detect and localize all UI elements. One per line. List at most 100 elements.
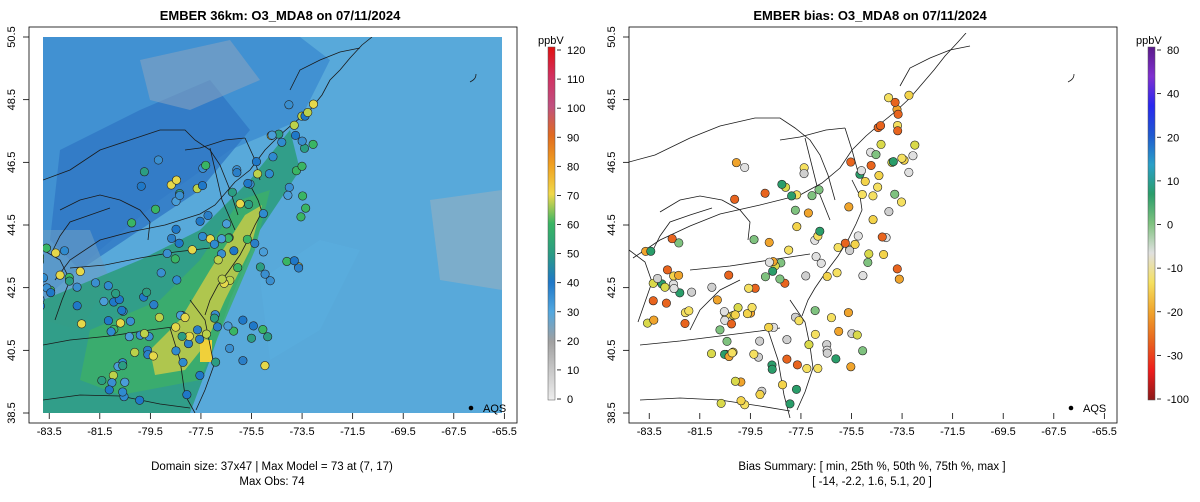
aqs-site — [238, 356, 248, 366]
aqs-site — [649, 315, 659, 325]
aqs-site — [874, 171, 884, 181]
aqs-site — [142, 287, 152, 297]
aqs-site — [195, 370, 205, 380]
aqs-site — [198, 231, 208, 241]
aqs-site — [893, 126, 903, 136]
aqs-site — [248, 321, 258, 331]
aqs-site — [260, 361, 270, 371]
colorbar-tick-label: 60 — [567, 220, 579, 232]
aqs-site — [775, 274, 785, 284]
aqs-site — [777, 179, 787, 189]
aqs-site — [782, 354, 792, 364]
aqs-site — [195, 216, 205, 226]
aqs-site — [171, 346, 181, 356]
aqs-site — [879, 249, 889, 259]
aqs-site — [873, 182, 883, 192]
aqs-site — [731, 158, 741, 168]
aqs-site — [687, 287, 697, 297]
aqs-site — [258, 324, 268, 334]
right-colorbar-unit: ppbV — [1136, 35, 1162, 47]
aqs-site — [268, 152, 278, 162]
aqs-site — [124, 332, 134, 342]
aqs-site — [136, 181, 146, 191]
x-tick-label: -81.5 — [687, 426, 712, 438]
aqs-site — [648, 296, 658, 306]
right-y-axis: 38.5 40.5 42.5 44.5 46.5 48.5 50.5 — [606, 26, 629, 424]
aqs-site — [263, 332, 273, 342]
aqs-site — [303, 107, 313, 117]
colorbar-tick-label: 80 — [1167, 45, 1179, 57]
aqs-site — [833, 242, 843, 252]
aqs-site — [77, 319, 87, 329]
aqs-site — [755, 336, 765, 346]
colorbar-tick-label: 40 — [567, 278, 579, 290]
aqs-site — [297, 161, 307, 171]
aqs-site — [749, 235, 759, 245]
aqs-site — [154, 312, 164, 322]
aqs-site — [857, 189, 867, 199]
aqs-site — [203, 210, 213, 220]
aqs-site — [904, 90, 914, 100]
aqs-site — [866, 160, 876, 170]
aqs-site — [908, 151, 918, 161]
x-tick-label: -69.5 — [991, 426, 1016, 438]
aqs-site — [801, 271, 811, 281]
x-tick-label: -77.5 — [188, 426, 213, 438]
aqs-site — [139, 329, 149, 339]
colorbar-tick-label: 10 — [567, 365, 579, 377]
left-model-field — [43, 37, 502, 413]
x-tick-label: -71.5 — [940, 426, 965, 438]
aqs-site — [253, 169, 263, 179]
aqs-site — [863, 257, 873, 267]
aqs-site — [99, 296, 109, 306]
aqs-site — [43, 295, 45, 303]
aqs-site — [130, 347, 140, 357]
aqs-site — [212, 322, 222, 332]
aqs-site — [244, 199, 254, 209]
colorbar-tick-label: 10 — [1167, 176, 1179, 188]
aqs-site — [730, 310, 740, 320]
aqs-site — [201, 329, 211, 339]
left-footer-line1: Domain size: 37x47 | Max Model = 73 at (… — [151, 461, 393, 473]
right-aqs-sites — [641, 90, 920, 410]
y-tick-label: 42.5 — [606, 277, 618, 298]
aqs-site — [846, 362, 856, 372]
left-field-blue-southeast — [260, 240, 360, 360]
aqs-site — [255, 262, 265, 272]
aqs-site — [669, 284, 679, 294]
left-field-grey-east — [430, 190, 502, 290]
colorbar-tick-label: 50 — [567, 249, 579, 261]
aqs-site — [864, 249, 874, 259]
aqs-site — [858, 271, 868, 281]
aqs-site — [64, 276, 74, 286]
x-tick-label: -67.5 — [441, 426, 466, 438]
x-tick-label: -65.5 — [492, 426, 517, 438]
aqs-site — [727, 348, 737, 358]
aqs-site — [296, 212, 306, 222]
right-colorbar — [1147, 46, 1156, 401]
aqs-site — [727, 319, 737, 329]
aqs-site — [662, 265, 672, 275]
aqs-site — [232, 168, 242, 178]
aqs-site — [103, 281, 113, 291]
aqs-site — [831, 354, 841, 364]
x-tick-label: -73.5 — [290, 426, 315, 438]
aqs-site — [120, 377, 130, 387]
aqs-site — [876, 139, 886, 149]
aqs-site — [730, 194, 740, 204]
aqs-site — [222, 219, 232, 229]
aqs-site — [790, 205, 800, 215]
aqs-site — [213, 255, 223, 265]
y-tick-label: 44.5 — [6, 214, 18, 235]
left-legend-marker — [468, 405, 474, 411]
aqs-site — [242, 234, 252, 244]
aqs-site — [223, 321, 233, 331]
aqs-site — [111, 289, 121, 299]
y-tick-label: 40.5 — [6, 340, 18, 361]
aqs-site — [822, 348, 832, 358]
aqs-site — [243, 178, 253, 188]
aqs-site — [764, 322, 774, 332]
aqs-site — [803, 208, 813, 218]
aqs-site — [767, 364, 777, 374]
aqs-site — [209, 313, 219, 323]
